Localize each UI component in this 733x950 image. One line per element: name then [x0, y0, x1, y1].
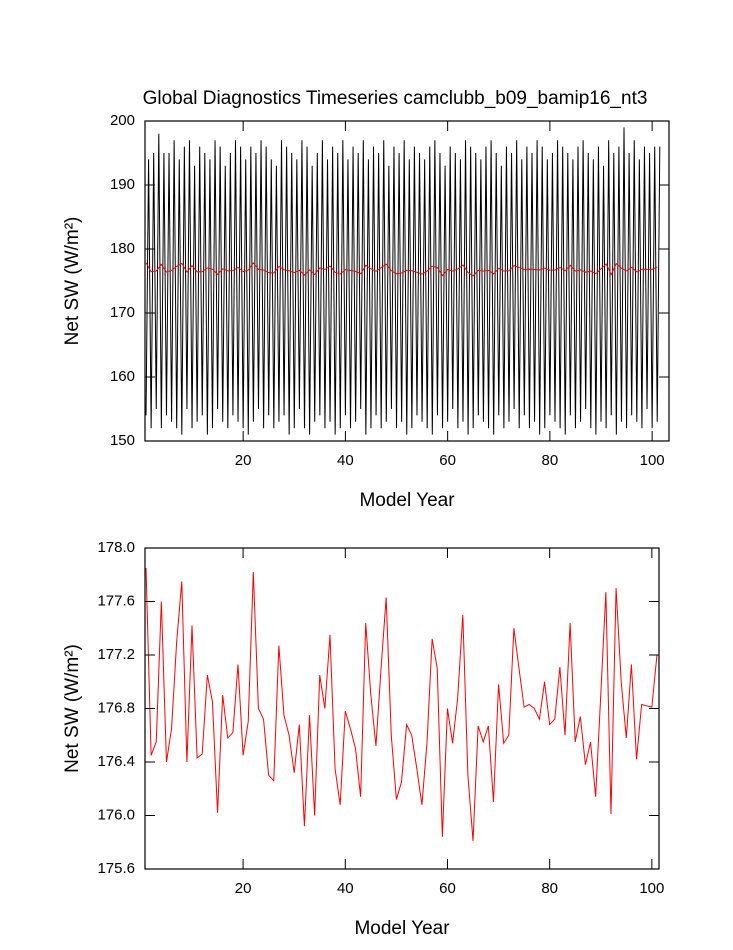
x-tick-label: 100	[640, 452, 665, 469]
y-tick-label: 200	[110, 112, 135, 129]
x-axis-title: Model Year	[359, 490, 455, 511]
x-tick-label: 100	[639, 880, 664, 897]
y-tick-label: 180	[110, 240, 135, 257]
y-tick-label: 170	[110, 304, 135, 321]
y-tick-label: 176.4	[97, 753, 135, 770]
y-tick-label: 190	[110, 176, 135, 193]
y-tick-label: 150	[110, 432, 135, 449]
chart-title: Global Diagnostics Timeseries camclubb_b…	[143, 88, 648, 109]
x-tick-label: 20	[235, 880, 252, 897]
data-line	[145, 568, 658, 841]
x-tick-label: 80	[541, 880, 558, 897]
data-line	[145, 262, 658, 277]
y-tick-label: 175.6	[97, 860, 135, 877]
data-line	[145, 127, 661, 435]
x-tick-label: 20	[235, 452, 252, 469]
y-tick-label: 176.0	[97, 806, 135, 823]
x-tick-label: 40	[337, 880, 354, 897]
x-tick-label: 40	[337, 452, 354, 469]
y-tick-label: 177.6	[97, 592, 135, 609]
y-tick-label: 178.0	[97, 539, 135, 556]
y-axis-title: Net SW (W/m²)	[62, 217, 83, 346]
y-tick-label: 177.2	[97, 646, 135, 663]
x-tick-label: 60	[439, 452, 456, 469]
x-tick-label: 80	[542, 452, 559, 469]
plot-frame	[144, 120, 670, 442]
x-tick-label: 60	[439, 880, 456, 897]
y-tick-label: 176.8	[97, 699, 135, 716]
x-axis-title: Model Year	[354, 918, 450, 939]
y-axis-title: Net SW (W/m²)	[62, 644, 83, 773]
y-tick-label: 160	[110, 368, 135, 385]
